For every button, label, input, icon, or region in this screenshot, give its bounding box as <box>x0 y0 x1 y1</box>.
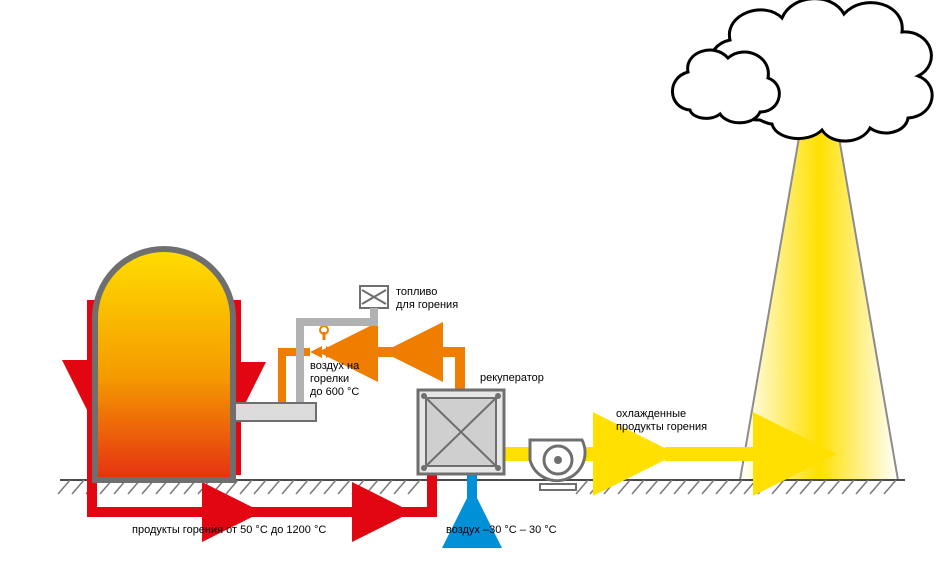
combustion-heat-recovery-diagram: топливо для горения воздух на горелки до… <box>0 0 947 575</box>
label-hot-products: продукты горения от 50 °C до 1200 °C <box>132 524 326 537</box>
furnace <box>95 249 233 480</box>
chimney <box>740 120 898 480</box>
diagram-svg <box>0 0 947 575</box>
recuperator-unit <box>418 390 504 474</box>
label-recuperator: рекуператор <box>480 372 544 385</box>
label-air-to-burners: воздух на горелки до 600 °C <box>310 360 359 400</box>
label-fuel: топливо для горения <box>396 286 458 312</box>
smoke-clouds <box>672 0 932 141</box>
valve-icon <box>310 326 338 358</box>
label-ambient-air: воздух –30 °C – 30 °C <box>446 524 557 537</box>
label-cooled-products: охлажденные продукты горения <box>616 408 707 434</box>
fan-blower <box>530 440 585 490</box>
